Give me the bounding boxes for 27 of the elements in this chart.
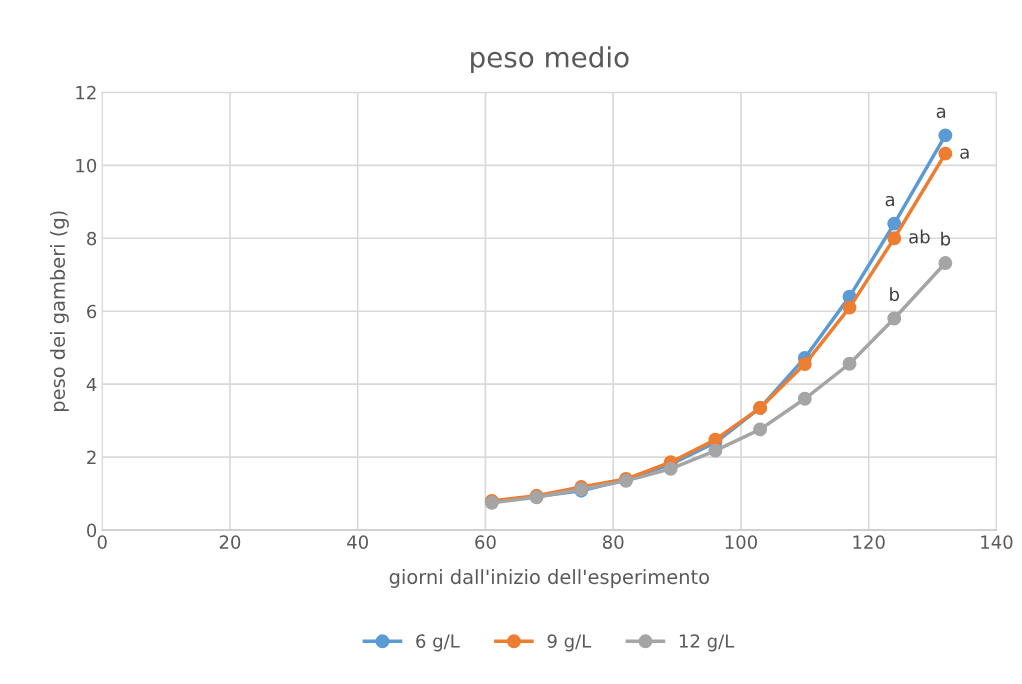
x-tick-label: 0 [97,535,107,549]
chart-title: peso medio [471,46,629,74]
y-tick-label: 0 [87,523,97,538]
data-label: a [885,195,894,207]
y-tick-label: 10 [76,158,97,173]
x-tick-label: 120 [853,535,885,549]
y-tick-label: 2 [87,450,96,464]
x-tick-label: 100 [725,535,757,549]
x-axis-title: giorni dall'inizio dell'esperimento [389,569,709,588]
data-label: a [960,148,969,159]
legend-label: 9 g/L [547,634,592,652]
y-tick-label: 4 [86,377,97,392]
data-label: ab [909,229,930,244]
legend-label: 12 g/L [679,634,735,652]
x-tick-label: 80 [602,535,624,549]
data-label: b [890,287,899,302]
data-label: b [941,231,951,246]
y-tick-label: 12 [76,85,96,100]
legend-label: 6 g/L [416,634,460,652]
x-tick-label: 140 [981,535,1013,549]
data-label: a [936,107,946,118]
x-tick-label: 20 [219,535,241,549]
y-axis-title: peso dei gamberi (g) [49,211,69,411]
y-tick-label: 6 [87,304,97,319]
x-tick-label: 40 [347,535,368,549]
y-tick-label: 8 [87,231,97,246]
x-tick-label: 60 [475,535,496,549]
